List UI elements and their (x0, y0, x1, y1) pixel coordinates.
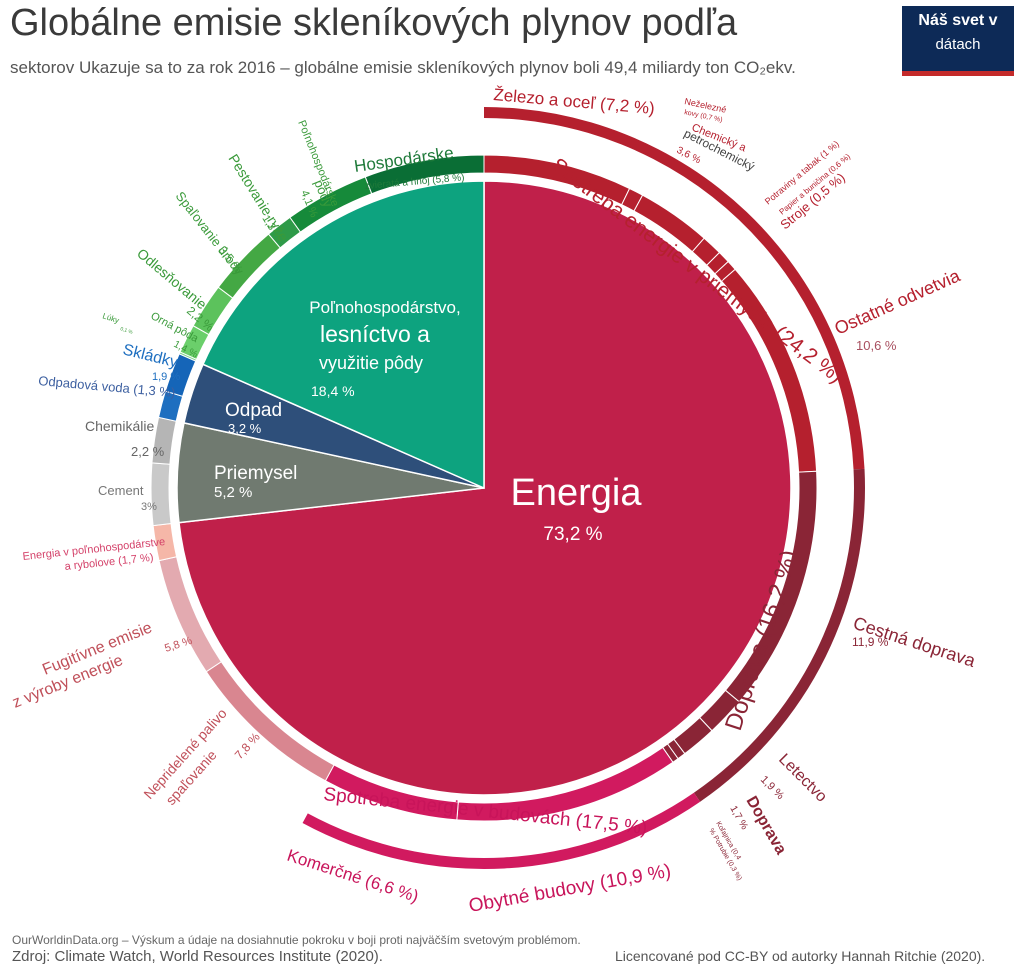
logo-line-1: Náš svet v (918, 12, 998, 29)
group-arc-spotreba-energie-v-budovach (302, 792, 701, 869)
label-skladky: Skládky (121, 341, 179, 371)
label-ostatne-value: 10,6 % (856, 338, 897, 353)
label-energia-value: 73,2 % (543, 524, 602, 545)
chart-title: Globálne emisie skleníkových plynov podľ… (10, 2, 738, 44)
chart-subtitle: sektorov Ukazuje sa to za rok 2016 – glo… (10, 58, 796, 77)
label-nepridelene-value: 7,8 % (232, 730, 263, 762)
logo-line-2: dátach (935, 36, 981, 53)
label-letectvo: Letectvo (775, 751, 830, 806)
label-cement: Cement (98, 483, 144, 498)
sector-pie (176, 180, 792, 796)
label-luky: Lúky (101, 311, 120, 325)
subsector-arc-hospodarske-zvierata-a-hnoj (364, 154, 485, 195)
owid-logo[interactable]: Náš svet v dátach (902, 6, 1014, 76)
label-chemikalie: Chemikálie (85, 418, 154, 434)
label-skladky-value: 1,9 % (152, 371, 180, 383)
footer-note: OurWorldinData.org – Výskum a údaje na d… (12, 933, 581, 947)
label-chemikalie-value: 2,2 % (131, 444, 165, 459)
footer-source: Zdroj: Climate Watch, World Resources In… (12, 948, 383, 965)
label-energia: Energia (511, 472, 643, 514)
label-letectvo-value: 1,9 % (758, 774, 787, 803)
label-fugitivne-value: 5,8 % (163, 635, 194, 655)
label-obytne: Obytné budovy (10,9 %) (467, 861, 672, 917)
group-ring (302, 107, 865, 869)
label-priemysel-value: 5,2 % (214, 484, 252, 501)
label-cement-value: 3% (141, 501, 157, 513)
group-arc-doprava (693, 468, 865, 802)
pie-slice-energy (178, 180, 792, 796)
label-pestovanie: Pestovanie ryže (225, 151, 291, 244)
label-cestna-value: 11,9 % (852, 635, 889, 649)
label-pol-3: využitie pôdy (319, 353, 423, 373)
subsector-arc-cement (150, 462, 172, 527)
emissions-sunburst-chart: Energia 73,2 % Priemysel 5,2 % Odpad 3,2… (10, 85, 979, 917)
label-pol-2: lesníctvo a (320, 321, 430, 347)
label-odpad-value: 3,2 % (228, 421, 262, 436)
label-odlesnovanie: Odlesňovanie (134, 245, 210, 312)
subsector-ring (150, 154, 818, 822)
label-pol-value: 18,4 % (311, 383, 355, 399)
footer-license: Licencované pod CC-BY od autorky Hannah … (615, 948, 986, 964)
label-ostatne: Ostatné odvetvia (831, 265, 963, 339)
label-priemysel: Priemysel (214, 463, 297, 484)
label-odpad: Odpad (225, 400, 282, 421)
pie-slice-agriculture (202, 180, 485, 490)
label-luky-value: 0,1 % (119, 326, 134, 336)
label-pol-1: Poľnohospodárstvo, (309, 298, 460, 317)
